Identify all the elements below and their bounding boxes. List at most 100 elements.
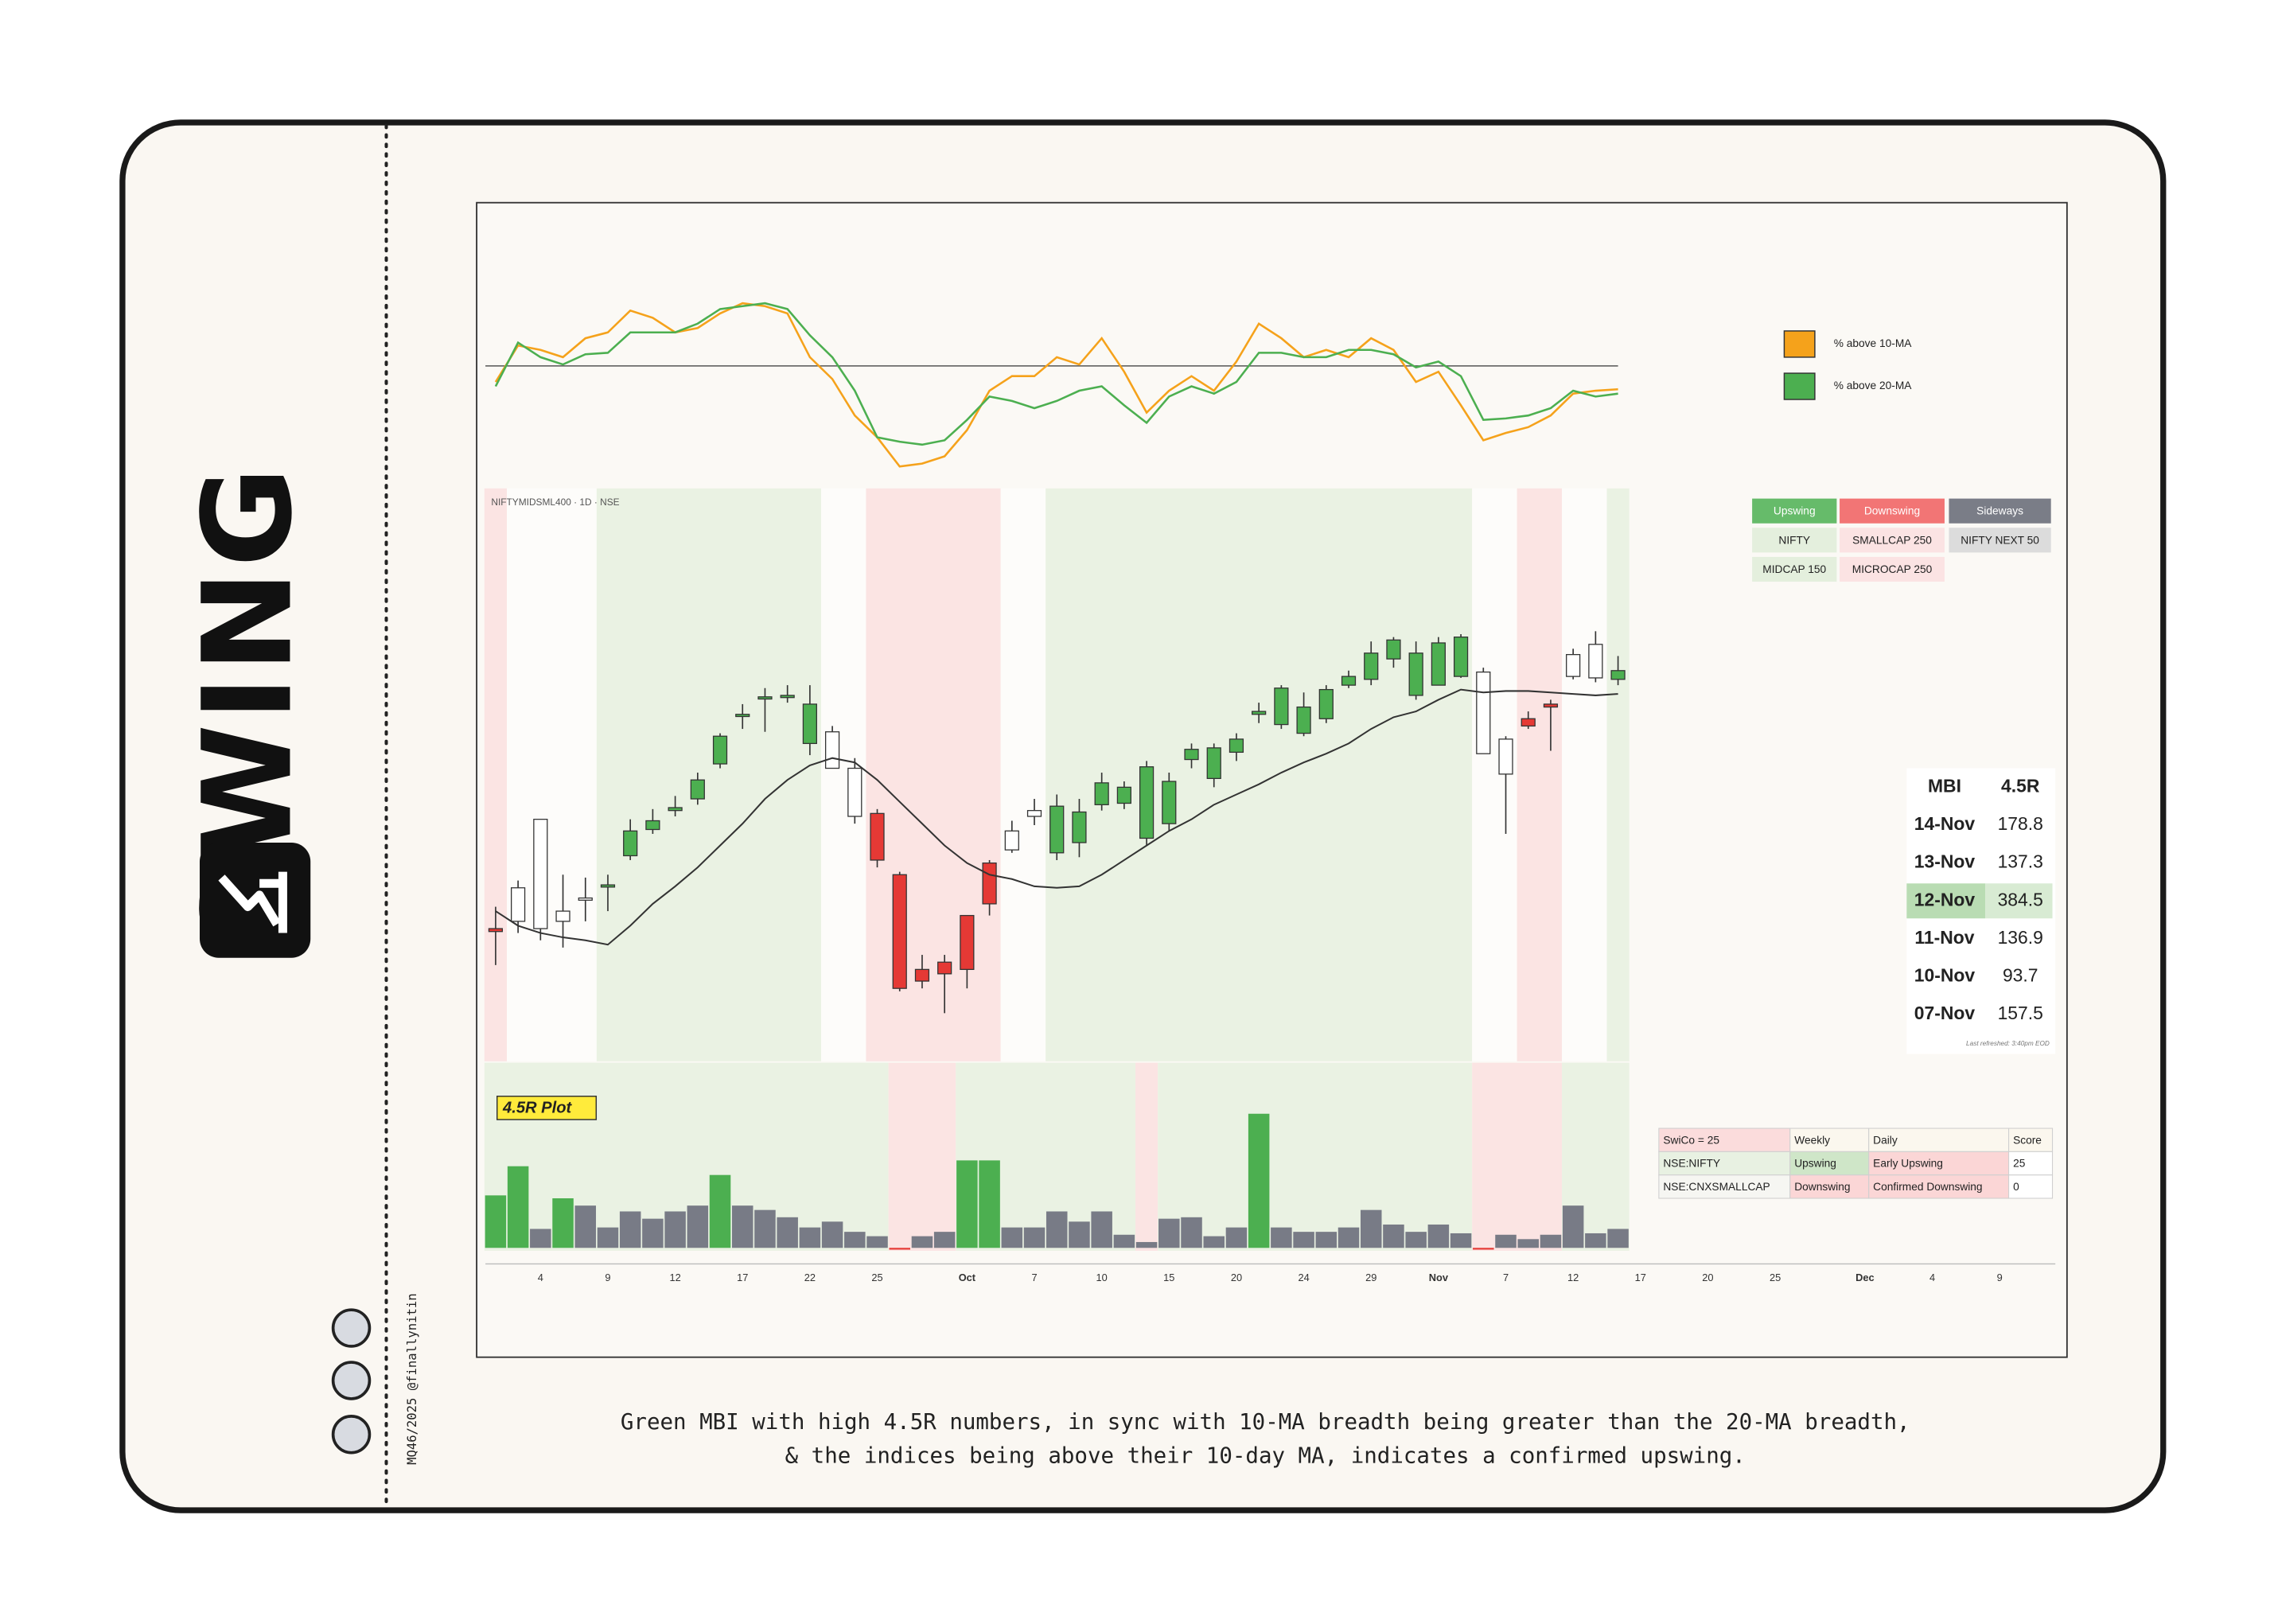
mbi-date: 10-Nov: [1914, 965, 1976, 986]
candle-body: [578, 897, 593, 901]
bar: [597, 1227, 619, 1248]
regime-cell: [1752, 528, 1837, 553]
regime-cell: [1752, 556, 1837, 582]
bar: [530, 1229, 551, 1248]
regime-cell: [1840, 528, 1945, 553]
bar: [1495, 1234, 1517, 1248]
bar: [1405, 1232, 1427, 1248]
candle-body: [1274, 687, 1289, 726]
bar: [866, 1236, 888, 1248]
bar: [1045, 1211, 1068, 1248]
candle-body: [1543, 703, 1559, 708]
candle-body: [555, 910, 570, 922]
bar: [1607, 1229, 1629, 1248]
legend-swatch: [1783, 372, 1816, 400]
mbi-date: 14-Nov: [1914, 813, 1976, 834]
candle-body: [914, 968, 930, 982]
plot-label: 4.5R Plot: [502, 1100, 572, 1117]
series-line: [494, 302, 1618, 468]
bar: [1023, 1227, 1045, 1248]
mbi-note: Last refreshed: 3:40pm EOD: [1966, 1040, 2050, 1047]
candle-body: [712, 735, 728, 765]
bar: [1450, 1233, 1472, 1248]
regime-band: [1045, 488, 1473, 1061]
bar: [1225, 1227, 1248, 1248]
swico-text: Weekly: [1794, 1134, 1830, 1146]
candle-body: [1162, 781, 1177, 824]
bar: [1001, 1227, 1023, 1248]
bar: [1473, 1248, 1494, 1250]
bar: [1181, 1217, 1202, 1248]
swico-cell: [1868, 1127, 2010, 1152]
logo: [199, 842, 311, 958]
candle-body: [1610, 670, 1626, 680]
swico-text: NSE:CNXSMALLCAP: [1663, 1181, 1770, 1193]
dot: [331, 1308, 372, 1348]
swico-text: 25: [2013, 1158, 2026, 1170]
legend-label: % above 10-MA: [1834, 337, 1913, 349]
candle-body: [1476, 671, 1491, 754]
swico-text: 0: [2013, 1181, 2019, 1193]
mbi-highlight: [1985, 883, 2053, 919]
regime-name: NIFTY: [1778, 534, 1810, 546]
bar: [619, 1211, 641, 1248]
regime-header: Downswing: [1864, 505, 1920, 517]
bar: [664, 1211, 686, 1248]
bar: [1427, 1224, 1450, 1248]
bar: [979, 1160, 1000, 1248]
legend-label: % above 20-MA: [1834, 380, 1913, 391]
mbi-value: 178.8: [1998, 813, 2043, 834]
caption: & the indices being above their 10-day M…: [785, 1443, 1746, 1468]
credit: MQ46/2025 @finallynitin: [405, 1293, 419, 1465]
regime-band: [1606, 488, 1630, 1061]
x-tick-label: 4: [1929, 1272, 1935, 1283]
x-tick-label: 24: [1298, 1272, 1309, 1283]
mbi-header: 4.5R: [2001, 775, 2040, 796]
swico-cell: [2008, 1174, 2054, 1199]
candle-body: [735, 714, 750, 718]
bar: [1517, 1239, 1539, 1248]
x-tick-label: 17: [1635, 1272, 1646, 1283]
swico-cell: [1789, 1127, 1870, 1152]
swico-text: SwiCo = 25: [1663, 1134, 1719, 1146]
moving-average: [495, 688, 1618, 946]
bar: [1113, 1234, 1135, 1248]
swico-text: Upswing: [1794, 1158, 1836, 1170]
bar: [844, 1232, 866, 1248]
mbi-value: 137.3: [1998, 851, 2043, 872]
bar: [1293, 1232, 1314, 1248]
regime-band: [1158, 1062, 1473, 1251]
candle-body: [1318, 688, 1334, 719]
regime-header-cell: [1752, 498, 1837, 524]
candle-body: [757, 696, 773, 700]
candle-body: [892, 874, 907, 989]
bar: [821, 1221, 843, 1248]
regime-name: MIDCAP 150: [1762, 563, 1826, 575]
bar: [1271, 1227, 1292, 1248]
bar: [1383, 1224, 1404, 1248]
x-tick-label: 22: [804, 1272, 816, 1283]
mbi-value: 93.7: [2003, 965, 2038, 986]
bar: [1091, 1211, 1112, 1248]
bar: [1315, 1232, 1338, 1248]
bar: [1069, 1221, 1090, 1248]
candle-body: [1521, 718, 1536, 727]
candle-body: [600, 884, 616, 888]
candle-body: [1184, 749, 1199, 761]
x-tick-label: 12: [1567, 1272, 1579, 1283]
regime-band: [1517, 488, 1563, 1061]
regime-band: [888, 1062, 956, 1251]
bar: [889, 1248, 911, 1250]
candle-body: [1116, 786, 1131, 804]
swico-text: Daily: [1873, 1134, 1898, 1146]
bar: [687, 1205, 709, 1248]
regime-band: [507, 488, 597, 1061]
bar: [1360, 1209, 1382, 1248]
swico-text: Downswing: [1794, 1181, 1850, 1193]
swico-cell: [1789, 1151, 1870, 1176]
swico-text: Confirmed Downswing: [1873, 1181, 1982, 1193]
bar: [1248, 1113, 1270, 1248]
candle-body: [1408, 652, 1423, 696]
bar: [1158, 1218, 1180, 1248]
regime-band: [484, 488, 508, 1061]
